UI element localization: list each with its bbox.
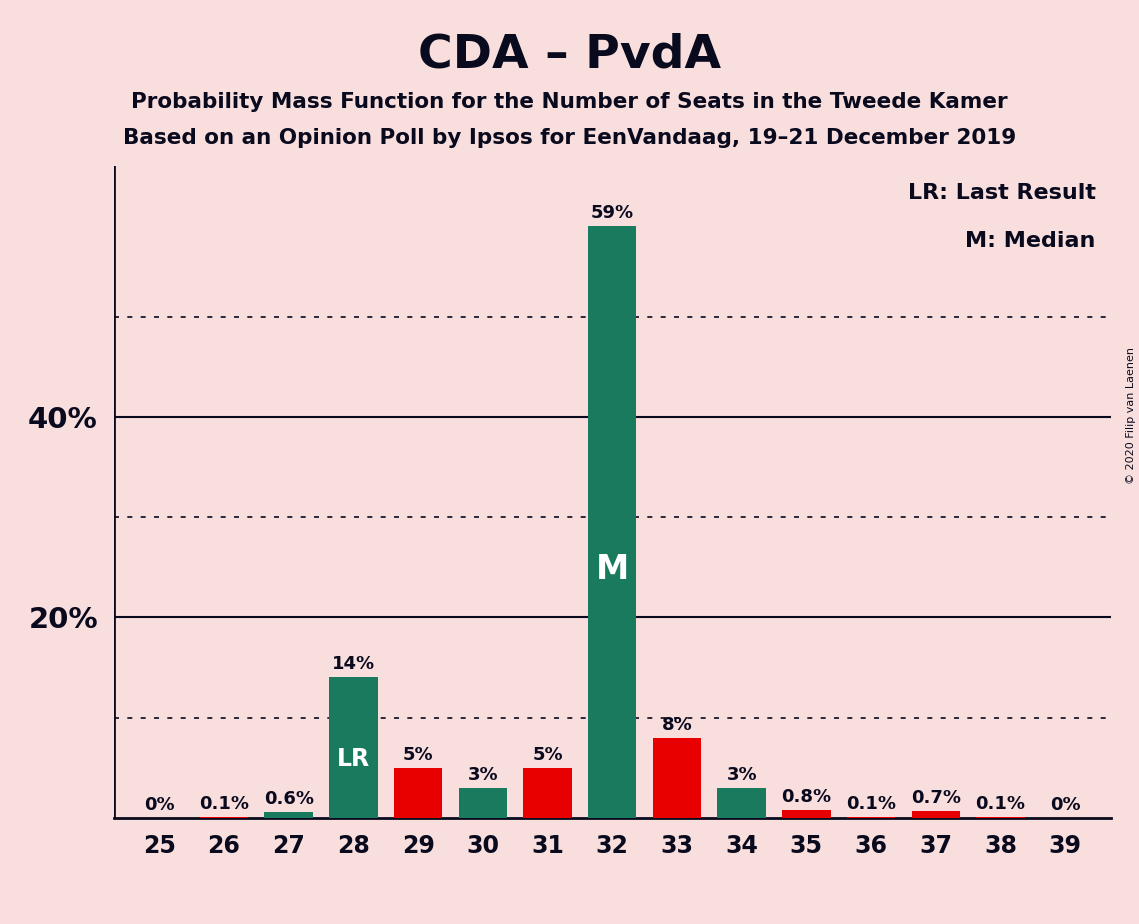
Text: 0.6%: 0.6% bbox=[263, 790, 313, 808]
Bar bbox=[653, 737, 702, 818]
Bar bbox=[782, 809, 830, 818]
Bar bbox=[264, 811, 313, 818]
Text: 0.7%: 0.7% bbox=[911, 789, 961, 807]
Text: 3%: 3% bbox=[727, 766, 757, 784]
Text: 0%: 0% bbox=[1050, 796, 1081, 814]
Text: 0.1%: 0.1% bbox=[975, 795, 1025, 813]
Text: LR: LR bbox=[337, 747, 370, 771]
Text: 59%: 59% bbox=[591, 204, 633, 223]
Text: 3%: 3% bbox=[467, 766, 498, 784]
Text: 0.1%: 0.1% bbox=[199, 795, 249, 813]
Text: 0%: 0% bbox=[144, 796, 174, 814]
Bar bbox=[523, 768, 572, 818]
Bar bbox=[718, 787, 765, 818]
Text: © 2020 Filip van Laenen: © 2020 Filip van Laenen bbox=[1126, 347, 1136, 484]
Text: 5%: 5% bbox=[403, 746, 433, 763]
Text: 5%: 5% bbox=[532, 746, 563, 763]
Text: 0.1%: 0.1% bbox=[846, 795, 896, 813]
Bar bbox=[976, 817, 1025, 818]
Text: CDA – PvdA: CDA – PvdA bbox=[418, 32, 721, 78]
Text: LR: Last Result: LR: Last Result bbox=[908, 183, 1096, 202]
Text: Probability Mass Function for the Number of Seats in the Tweede Kamer: Probability Mass Function for the Number… bbox=[131, 92, 1008, 113]
Text: 14%: 14% bbox=[331, 655, 375, 674]
Text: M: M bbox=[596, 553, 629, 586]
Bar bbox=[588, 226, 637, 818]
Bar bbox=[846, 817, 895, 818]
Text: 8%: 8% bbox=[662, 715, 693, 734]
Bar bbox=[459, 787, 507, 818]
Text: M: Median: M: Median bbox=[965, 231, 1096, 251]
Bar bbox=[394, 768, 442, 818]
Bar bbox=[911, 810, 960, 818]
Bar bbox=[329, 677, 378, 818]
Text: Based on an Opinion Poll by Ipsos for EenVandaag, 19–21 December 2019: Based on an Opinion Poll by Ipsos for Ee… bbox=[123, 128, 1016, 148]
Bar bbox=[199, 817, 248, 818]
Text: 0.8%: 0.8% bbox=[781, 788, 831, 806]
Bar bbox=[523, 768, 572, 818]
